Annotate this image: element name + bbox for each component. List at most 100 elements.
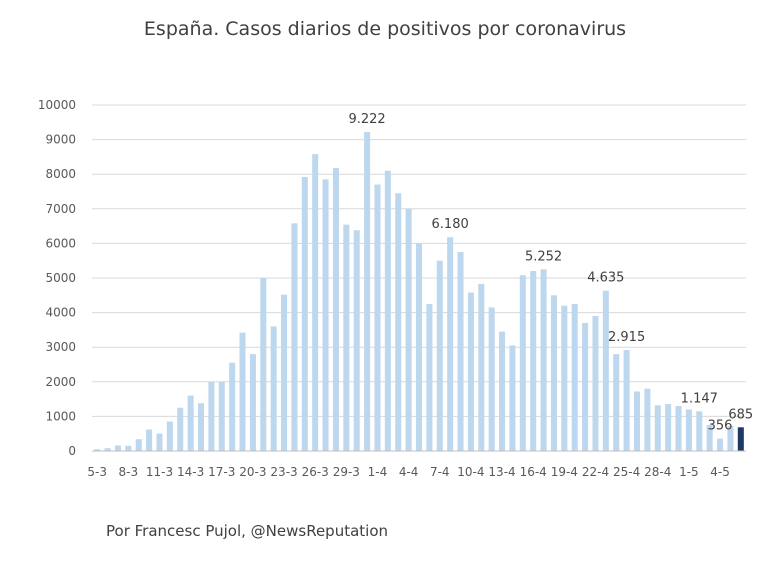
bar: [208, 381, 215, 451]
bar: [291, 223, 298, 451]
bar: [125, 445, 132, 451]
bar: [301, 176, 308, 451]
bar: [623, 350, 630, 451]
x-tick-label: 5-3: [87, 465, 107, 479]
bar: [156, 433, 163, 451]
x-tick-label: 11-3: [146, 465, 173, 479]
bar: [260, 278, 267, 451]
bar: [239, 332, 246, 451]
bar: [530, 271, 537, 451]
y-tick-label: 7000: [45, 202, 76, 216]
bar: [332, 167, 339, 452]
x-tick-label: 17-3: [208, 465, 235, 479]
x-tick-label: 22-4: [582, 465, 609, 479]
bar: [281, 294, 288, 451]
y-tick-label: 6000: [45, 236, 76, 250]
x-tick-label: 19-4: [551, 465, 578, 479]
bar: [737, 427, 744, 451]
bar: [550, 295, 557, 451]
bar: [395, 193, 402, 452]
bar: [249, 354, 256, 451]
bar: [602, 290, 609, 451]
data-label: 9.222: [348, 112, 385, 127]
x-tick-label: 25-4: [613, 465, 640, 479]
y-axis-ticks: 0 1000 2000 3000 4000 5000 6000 7000 8000 9000 100…: [38, 98, 76, 458]
bars: [94, 131, 744, 452]
data-label: 1.147: [681, 391, 718, 406]
bar: [426, 303, 433, 451]
bar: [696, 411, 703, 451]
y-tick-label: 0: [68, 444, 76, 458]
y-tick-label: 9000: [45, 133, 76, 147]
bar: [384, 170, 391, 452]
bar: [114, 445, 121, 451]
bar: [353, 230, 360, 451]
footer-credit: Por Francesc Pujol, @NewsReputation: [106, 522, 389, 540]
bar: [343, 224, 350, 451]
y-tick-label: 10000: [38, 98, 76, 112]
bar: [633, 391, 641, 451]
bar: [478, 283, 485, 451]
y-tick-label: 3000: [45, 340, 76, 354]
bar: [457, 252, 464, 451]
bar: [135, 439, 142, 451]
bar: [187, 395, 194, 451]
data-label: 2.915: [608, 330, 645, 345]
x-tick-label: 28-4: [644, 465, 671, 479]
bar: [270, 326, 277, 451]
bar: [582, 322, 589, 451]
bar: [197, 403, 205, 451]
bar: [436, 260, 443, 451]
bar: [405, 208, 412, 451]
bar: [685, 409, 692, 451]
x-tick-label: 26-3: [302, 465, 329, 479]
data-label: 5.252: [525, 249, 562, 264]
x-tick-label: 1-5: [679, 465, 699, 479]
y-tick-label: 1000: [45, 409, 76, 423]
x-tick-label: 7-4: [430, 465, 450, 479]
bar: [374, 184, 381, 451]
data-label: 4.635: [587, 271, 624, 286]
x-tick-label: 20-3: [239, 465, 266, 479]
x-tick-label: 8-3: [119, 465, 139, 479]
bar: [540, 269, 547, 451]
bar: [166, 421, 173, 451]
bar: [519, 275, 526, 451]
y-tick-label: 2000: [45, 375, 76, 389]
bar: [312, 154, 319, 451]
bar: [177, 407, 184, 451]
x-tick-label: 4-4: [399, 465, 419, 479]
bar: [727, 426, 734, 451]
bar: [364, 131, 371, 451]
x-tick-label: 16-4: [520, 465, 547, 479]
bar: [644, 388, 651, 451]
bar: [706, 425, 713, 451]
bar: [218, 381, 225, 451]
bar: [717, 438, 724, 451]
y-tick-label: 4000: [45, 306, 76, 320]
bar: [592, 316, 599, 451]
x-axis-ticks: 5-3 8-3 11-3 14-3 17-3 20-3 23-3 26-3 29-3 1-4 4-4…: [87, 465, 729, 479]
x-tick-label: 10-4: [457, 465, 484, 479]
bar: [146, 429, 153, 451]
bar: [104, 448, 111, 451]
x-tick-label: 23-3: [270, 465, 297, 479]
bar: [488, 307, 495, 451]
bar: [561, 305, 568, 451]
x-tick-label: 14-3: [177, 465, 204, 479]
data-label: 685: [728, 407, 753, 422]
y-tick-label: 8000: [45, 167, 76, 181]
bar: [613, 354, 620, 451]
bar: [229, 362, 236, 451]
x-tick-label: 1-4: [368, 465, 388, 479]
bar: [467, 292, 474, 451]
data-label: 6.180: [432, 217, 469, 232]
chart-title: España. Casos diarios de positivos por c…: [143, 18, 627, 40]
y-tick-label: 5000: [45, 271, 76, 285]
bar: [322, 179, 329, 451]
x-tick-label: 4-5: [710, 465, 730, 479]
bar: [654, 405, 661, 451]
bar: [94, 449, 101, 451]
